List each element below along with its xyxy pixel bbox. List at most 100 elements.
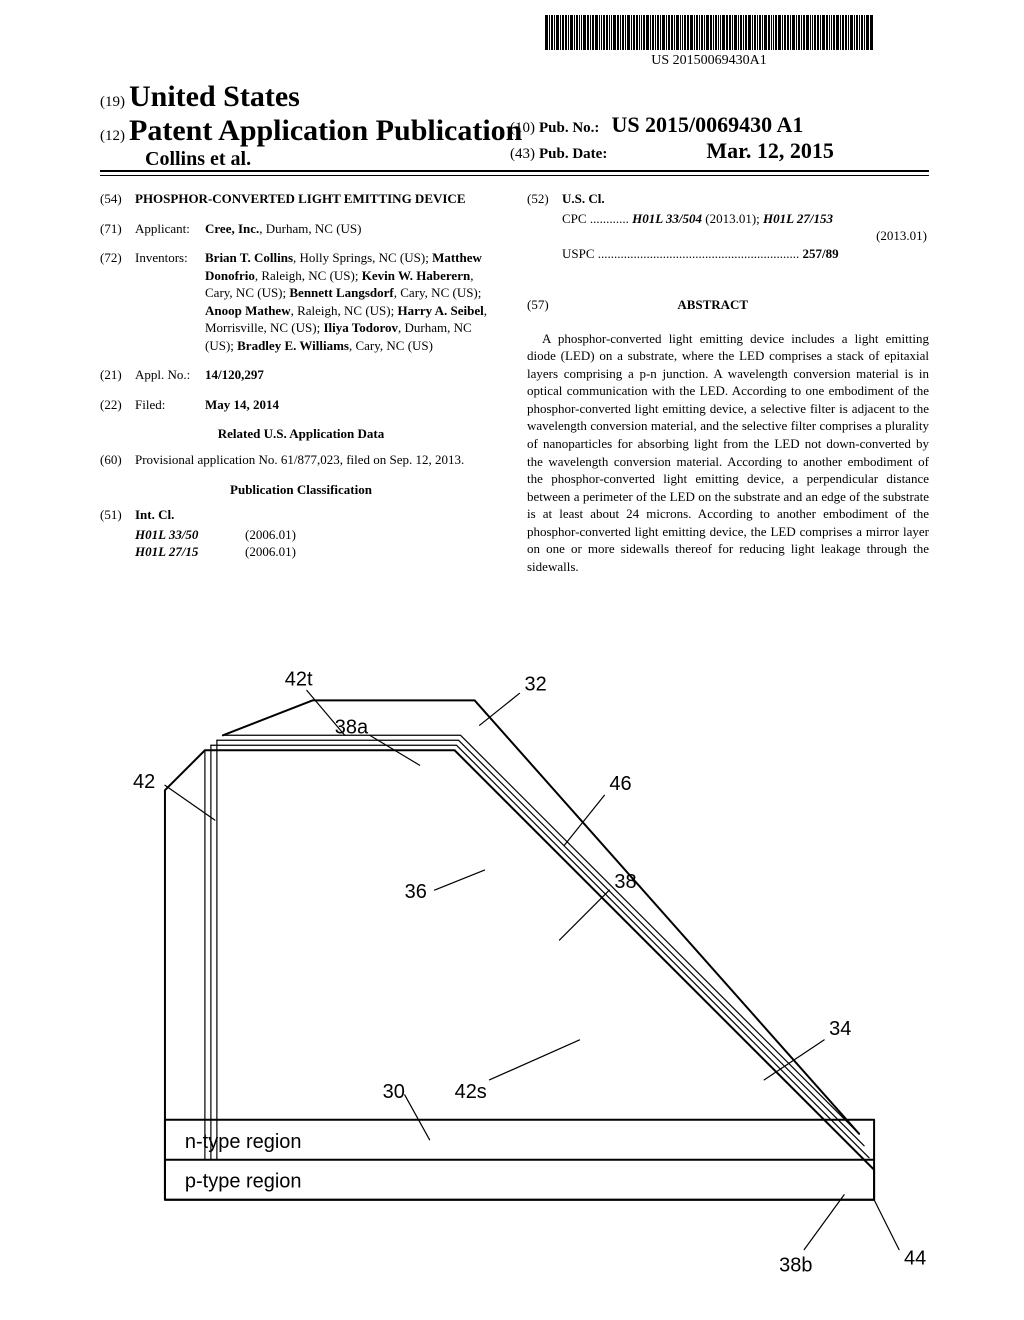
biblio-columns: (54) PHOSPHOR-CONVERTED LIGHT EMITTING D… — [100, 190, 929, 575]
code-19: (19) — [100, 94, 125, 110]
cpc-1: H01L 33/504 — [632, 211, 702, 226]
applno-label: Appl. No.: — [135, 366, 205, 384]
applicant-label: Applicant: — [135, 220, 205, 238]
pubclass-heading: Publication Classification — [100, 481, 502, 499]
figure-svg: 42t 32 38a 42 46 36 38 34 42s 30 38b 44 … — [125, 640, 944, 1290]
inventor-name: Anoop Mathew — [205, 303, 291, 318]
label-46: 46 — [609, 773, 631, 795]
inventor-name: Iliya Todorov — [323, 320, 398, 335]
applicant-value: Cree, Inc., Durham, NC (US) — [205, 220, 502, 238]
cpc-2-ver: (2013.01) — [527, 227, 929, 245]
header-right: (10) Pub. No.: US 2015/0069430 A1 (43) P… — [510, 112, 834, 164]
label-38b: 38b — [779, 1255, 812, 1277]
code-51: (51) — [100, 506, 135, 524]
cpc-line: CPC ............ H01L 33/504 (2013.01); … — [527, 210, 929, 228]
intcl-class: H01L 27/15 — [135, 543, 245, 561]
inventor-loc: , Raleigh, NC (US); — [291, 303, 398, 318]
inventors-label: Inventors: — [135, 249, 205, 354]
provisional-text: Provisional application No. 61/877,023, … — [135, 451, 502, 469]
field-54: (54) PHOSPHOR-CONVERTED LIGHT EMITTING D… — [100, 190, 502, 208]
code-52: (52) — [527, 190, 562, 208]
pubdate-value: Mar. 12, 2015 — [706, 138, 834, 163]
filed-value-text: May 14, 2014 — [205, 397, 279, 412]
header-rule-thin — [100, 175, 929, 176]
intcl-class: H01L 33/50 — [135, 526, 245, 544]
field-71: (71) Applicant: Cree, Inc., Durham, NC (… — [100, 220, 502, 238]
cpc-2: H01L 27/153 — [763, 211, 833, 226]
cpc-1-ver: (2013.01); — [702, 211, 763, 226]
inventor-loc: , Cary, NC (US) — [349, 338, 433, 353]
left-column: (54) PHOSPHOR-CONVERTED LIGHT EMITTING D… — [100, 190, 502, 575]
uspc-prefix: USPC ...................................… — [562, 246, 799, 261]
related-data-heading: Related U.S. Application Data — [100, 425, 502, 443]
inventor-name: Bradley E. Williams — [237, 338, 349, 353]
label-42: 42 — [133, 771, 155, 793]
field-51: (51) Int. Cl. — [100, 506, 502, 524]
patent-figure: 42t 32 38a 42 46 36 38 34 42s 30 38b 44 … — [125, 640, 944, 1290]
label-38: 38 — [614, 871, 636, 893]
field-60: (60) Provisional application No. 61/877,… — [100, 451, 502, 469]
intcl-label: Int. Cl. — [135, 506, 502, 524]
barcode-region: US 20150069430A1 — [489, 15, 929, 69]
inventor-name: Kevin W. Haberern — [362, 268, 470, 283]
cpc-prefix: CPC ............ — [562, 211, 629, 226]
abstract-text: A phosphor-converted light emitting devi… — [527, 330, 929, 576]
uscl-label: U.S. Cl. — [562, 190, 929, 208]
applno-value-text: 14/120,297 — [205, 367, 264, 382]
label-36: 36 — [405, 881, 427, 903]
inventor-loc: , Holly Springs, NC (US); — [293, 250, 432, 265]
field-52: (52) U.S. Cl. — [527, 190, 929, 208]
barcode-text: US 20150069430A1 — [489, 53, 929, 69]
applicant-loc: , Durham, NC (US) — [259, 221, 361, 236]
field-72: (72) Inventors: Brian T. Collins, Holly … — [100, 249, 502, 354]
abstract-row: (57) ABSTRACT — [527, 282, 929, 322]
code-54: (54) — [100, 190, 135, 208]
applno-value: 14/120,297 — [205, 366, 502, 384]
field-22: (22) Filed: May 14, 2014 — [100, 396, 502, 414]
label-38a: 38a — [335, 716, 369, 738]
label-n-region: n-type region — [185, 1131, 302, 1153]
intcl-label-text: Int. Cl. — [135, 507, 174, 522]
inventor-loc: , Raleigh, NC (US); — [255, 268, 362, 283]
figure-labels: 42t 32 38a 42 46 36 38 34 42s 30 38b 44 … — [133, 668, 926, 1276]
intcl-row: H01L 33/50(2006.01) — [100, 526, 502, 544]
code-10: (10) — [510, 120, 535, 136]
intcl-rows: H01L 33/50(2006.01)H01L 27/15(2006.01) — [100, 526, 502, 561]
field-21: (21) Appl. No.: 14/120,297 — [100, 366, 502, 384]
intcl-version: (2006.01) — [245, 543, 296, 561]
code-43: (43) — [510, 146, 535, 162]
invention-title: PHOSPHOR-CONVERTED LIGHT EMITTING DEVICE — [135, 190, 502, 208]
applicant-name: Cree, Inc. — [205, 221, 259, 236]
label-42t: 42t — [285, 668, 313, 690]
uspc-val: 257/89 — [799, 246, 838, 261]
label-34: 34 — [829, 1018, 851, 1040]
header-rule-thick — [100, 170, 929, 172]
header: (19) United States (12) Patent Applicati… — [100, 80, 929, 171]
intcl-row: H01L 27/15(2006.01) — [100, 543, 502, 561]
code-60: (60) — [100, 451, 135, 469]
code-72: (72) — [100, 249, 135, 354]
code-12: (12) — [100, 128, 125, 144]
inventor-name: Bennett Langsdorf — [289, 285, 393, 300]
country: United States — [129, 80, 300, 113]
pubno-value: US 2015/0069430 A1 — [611, 112, 803, 137]
inventor-name: Brian T. Collins — [205, 250, 293, 265]
label-30: 30 — [383, 1081, 405, 1103]
inventors-list: Brian T. Collins, Holly Springs, NC (US)… — [205, 249, 502, 354]
label-32: 32 — [525, 673, 547, 695]
pubno-label: Pub. No.: — [539, 120, 599, 136]
filed-label: Filed: — [135, 396, 205, 414]
label-42s: 42s — [455, 1081, 487, 1103]
inventor-loc: , Cary, NC (US); — [394, 285, 482, 300]
pubdate-label: Pub. Date: — [539, 146, 607, 162]
code-21: (21) — [100, 366, 135, 384]
uscl-label-text: U.S. Cl. — [562, 191, 605, 206]
filed-value: May 14, 2014 — [205, 396, 502, 414]
barcode — [489, 15, 929, 50]
uspc-line: USPC ...................................… — [527, 245, 929, 263]
code-57: (57) — [527, 297, 549, 312]
code-71: (71) — [100, 220, 135, 238]
label-p-region: p-type region — [185, 1171, 302, 1193]
code-22: (22) — [100, 396, 135, 414]
abstract-heading: ABSTRACT — [552, 296, 874, 314]
